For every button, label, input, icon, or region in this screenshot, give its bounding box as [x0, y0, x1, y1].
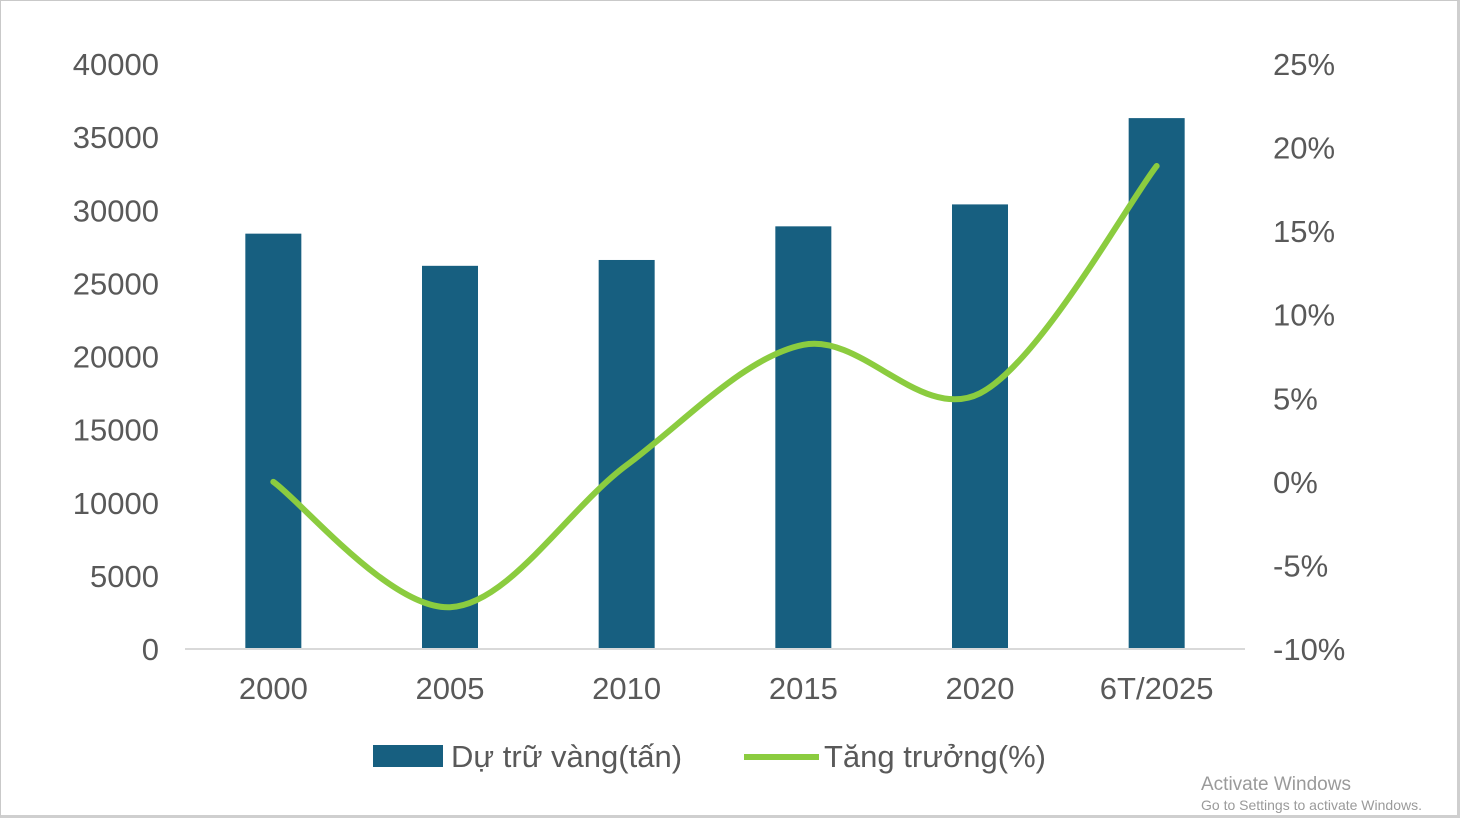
bar: [775, 226, 832, 649]
right-tick-label: 20%: [1273, 131, 1335, 166]
right-tick-label: 0%: [1273, 465, 1318, 500]
left-tick-label: 10000: [73, 486, 159, 521]
watermark-subtitle: Go to Settings to activate Windows.: [1201, 797, 1422, 813]
growth-line: [270, 162, 1160, 611]
left-tick-label: 5000: [90, 559, 159, 594]
bar: [245, 233, 302, 649]
legend-bar-swatch: [373, 745, 443, 767]
left-tick-label: 0: [142, 632, 159, 667]
legend-line-label: Tăng trưởng(%): [824, 739, 1046, 774]
legend-bar-label: Dự trữ vàng(tấn): [451, 739, 682, 774]
x-tick-label: 2005: [416, 671, 485, 706]
x-axis: 2000 2005 2010 2015 2020 6T/2025: [239, 671, 1214, 706]
legend: Dự trữ vàng(tấn) Tăng trưởng(%): [373, 739, 1046, 774]
left-tick-label: 15000: [73, 413, 159, 448]
left-axis: 0 5000 10000 15000 20000 25000 30000 35000 40000: [73, 47, 159, 667]
right-tick-label: 25%: [1273, 47, 1335, 82]
left-tick-label: 20000: [73, 340, 159, 375]
right-tick-label: 15%: [1273, 214, 1335, 249]
right-tick-label: 10%: [1273, 298, 1335, 333]
right-tick-label: -5%: [1273, 548, 1328, 583]
bar: [422, 265, 478, 649]
left-tick-label: 40000: [73, 47, 159, 82]
activation-watermark: Activate Windows Go to Settings to activ…: [1201, 774, 1422, 813]
left-tick-label: 35000: [73, 120, 159, 155]
bar-series: [245, 118, 1185, 650]
left-tick-label: 30000: [73, 193, 159, 228]
right-tick-label: 5%: [1273, 381, 1318, 416]
x-tick-label: 2015: [769, 671, 838, 706]
bar: [952, 204, 1008, 649]
watermark-title: Activate Windows: [1201, 774, 1351, 795]
right-tick-label: -10%: [1273, 632, 1345, 667]
x-tick-label: 2020: [946, 671, 1015, 706]
right-axis: -10% -5% 0% 5% 10% 15% 20% 25%: [1273, 47, 1345, 667]
bar: [598, 259, 655, 649]
bar: [1128, 118, 1185, 650]
left-tick-label: 25000: [73, 266, 159, 301]
x-tick-label: 2010: [592, 671, 661, 706]
x-tick-label: 6T/2025: [1100, 671, 1214, 706]
x-tick-label: 2000: [239, 671, 308, 706]
